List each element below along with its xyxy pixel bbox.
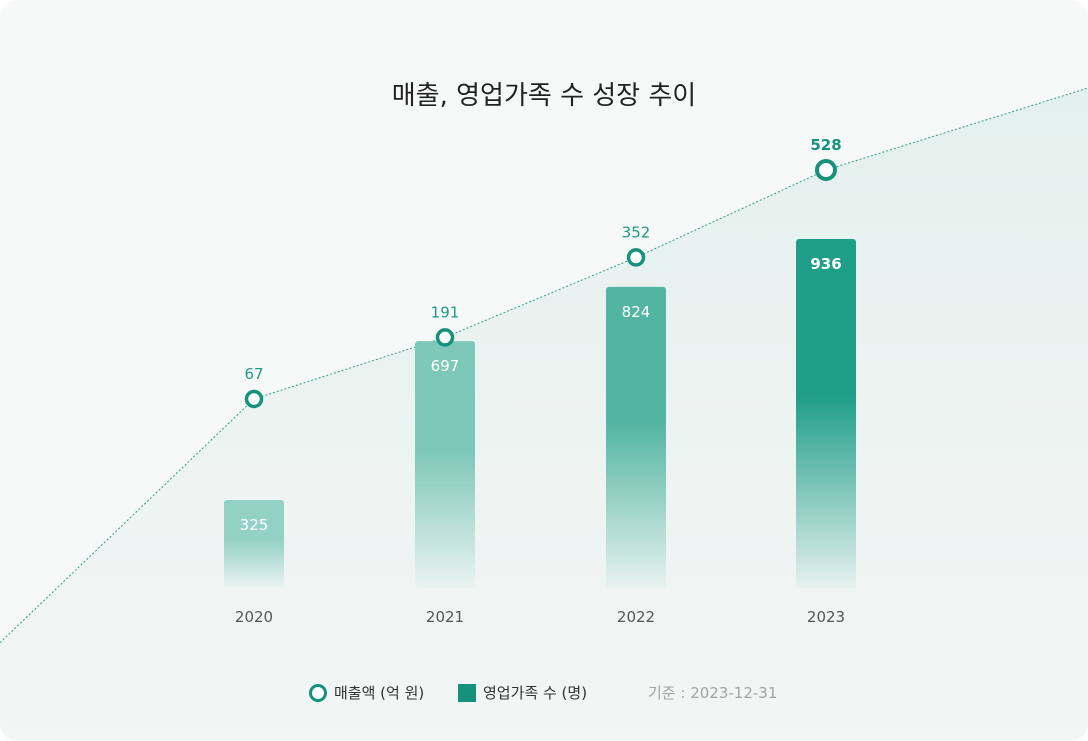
legend-label-revenue: 매출액 (억 원) — [334, 684, 425, 702]
trend-line — [0, 87, 1088, 644]
bar-series: 325 697 824 936 — [224, 239, 856, 588]
x-tick-label-2023: 2023 — [807, 608, 845, 626]
chart-title: 매출, 영업가족 수 성장 추이 — [392, 81, 696, 111]
x-axis-labels: 2020 2021 2022 2023 — [235, 608, 845, 626]
line-value-label-2022: 352 — [622, 223, 651, 241]
bar-value-label-2021: 697 — [431, 357, 460, 375]
circle-marker-icon — [309, 683, 327, 702]
bar-2022 — [606, 286, 666, 588]
legend-item-revenue: 매출액 (억 원) — [309, 682, 424, 703]
legend-label-employees: 영업가족 수 (명) — [483, 684, 588, 702]
bar-value-label-2023: 936 — [810, 255, 841, 273]
bar-2020 — [224, 500, 284, 588]
line-value-label-2020: 67 — [244, 365, 263, 383]
reference-date-note: 기준 : 2023-12-31 — [648, 684, 778, 702]
line-point-2022 — [626, 248, 646, 267]
line-point-2021 — [435, 328, 455, 347]
bar-2021 — [415, 341, 475, 588]
x-tick-label-2021: 2021 — [426, 608, 464, 626]
line-value-label-2021: 191 — [431, 303, 460, 321]
line-series: 67 191 352 528 — [244, 136, 842, 409]
x-tick-label-2022: 2022 — [617, 608, 655, 626]
line-point-2020 — [244, 389, 264, 409]
line-point-2023 — [815, 159, 837, 181]
legend: 매출액 (억 원) 영업가족 수 (명) 기준 : 2023-12-31 — [0, 682, 1088, 706]
bar-2023 — [796, 239, 856, 588]
square-marker-icon — [458, 683, 476, 702]
line-value-label-2023: 528 — [810, 136, 841, 154]
background-area — [0, 88, 1088, 741]
bar-value-label-2020: 325 — [240, 516, 269, 534]
bar-value-label-2022: 824 — [622, 303, 651, 321]
legend-item-employees: 영업가족 수 (명) — [458, 682, 587, 703]
x-tick-label-2020: 2020 — [235, 608, 273, 626]
